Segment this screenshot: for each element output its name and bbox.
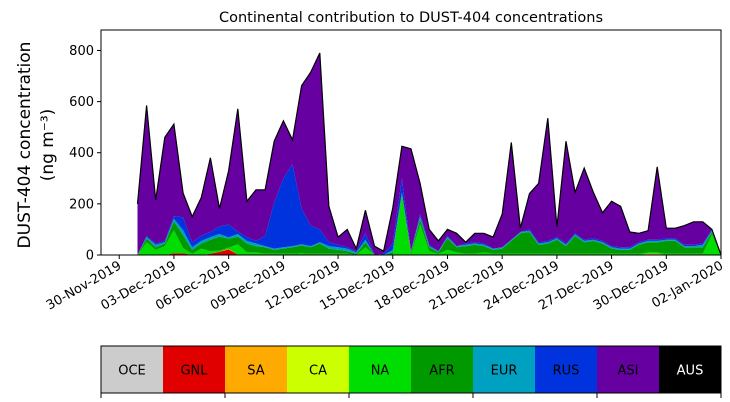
- legend-swatch-eur: [473, 346, 535, 393]
- y-axis: 0 200 400 600 800: [69, 44, 101, 264]
- y-tick-label: 600: [69, 95, 94, 110]
- legend-label-asi: ASI: [618, 364, 639, 379]
- y-tick-label: 800: [69, 44, 94, 59]
- area-afr: [137, 193, 721, 255]
- y-tick-label: 200: [69, 197, 94, 212]
- y-tick-label: 0: [86, 249, 94, 264]
- legend-label-na: NA: [371, 364, 390, 379]
- legend-swatch-afr: [411, 346, 473, 393]
- legend-swatch-ca: [287, 346, 349, 393]
- legend-swatch-rus: [535, 346, 597, 393]
- legend-label-eur: EUR: [491, 364, 518, 379]
- legend-swatch-na: [349, 346, 411, 393]
- legend-label-gnl: GNL: [180, 364, 208, 379]
- legend-label-afr: AFR: [429, 364, 454, 379]
- legend-swatch-asi: [597, 346, 659, 393]
- area-rus: [137, 164, 721, 255]
- plot-frame: [100, 29, 722, 256]
- legend-frame: [100, 345, 722, 394]
- y-axis-label-line1: DUST-404 concentration: [15, 42, 35, 249]
- chart-title: Continental contribution to DUST-404 con…: [219, 10, 603, 26]
- y-axis-label-units: (ng m⁻³): [38, 109, 58, 182]
- legend-label-sa: SA: [247, 364, 264, 379]
- legend-swatch-oce: [101, 346, 163, 393]
- legend-swatch-aus: [659, 346, 721, 393]
- legend-colorbar: OCE GNL SA CA NA AFR EUR RUS ASI AUS: [100, 345, 722, 398]
- y-tick-label: 400: [69, 146, 94, 161]
- legend-label-rus: RUS: [553, 364, 580, 379]
- legend-label-oce: OCE: [118, 364, 146, 379]
- area-asi: [137, 53, 721, 255]
- y-axis-label: DUST-404 concentration: [15, 42, 35, 249]
- legend-label-ca: CA: [309, 364, 327, 379]
- area-stack: [136, 52, 722, 256]
- x-axis: 30-Nov-201903-Dec-201906-Dec-201909-Dec-…: [44, 255, 726, 314]
- total-outline: [136, 52, 722, 256]
- legend-label-aus: AUS: [677, 364, 704, 379]
- legend-swatch-sa: [225, 346, 287, 393]
- legend-swatch-gnl: [163, 346, 225, 393]
